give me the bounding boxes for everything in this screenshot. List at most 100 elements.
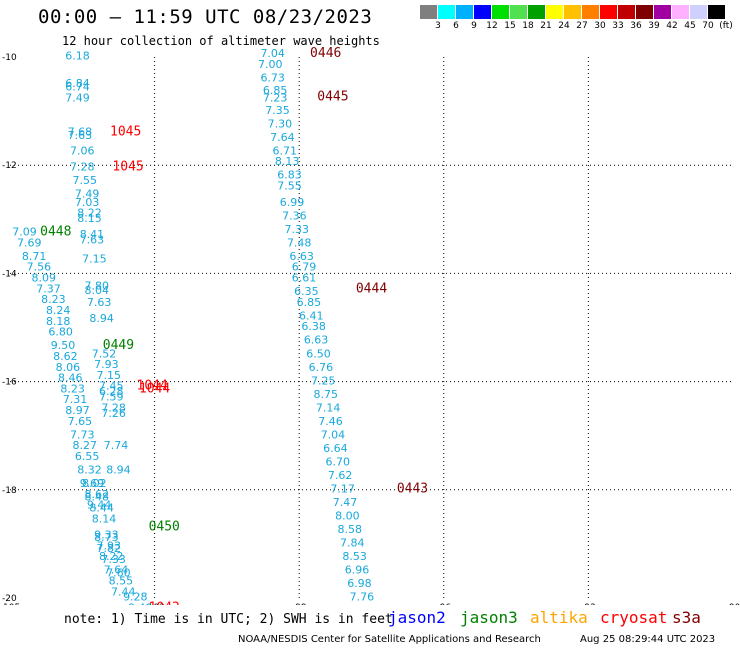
colorbar-swatch: [636, 5, 653, 19]
wave-height-value: 7.17: [330, 483, 355, 496]
wave-height-value: 7.35: [265, 104, 290, 117]
colorbar-swatch: [654, 5, 671, 19]
pass-time-label: 0445: [317, 89, 348, 104]
colorbar-label: 27: [576, 21, 588, 31]
wave-height-value: 7.33: [285, 223, 310, 236]
wave-height-value: 7.06: [70, 144, 95, 157]
colorbar-swatch: [672, 5, 689, 19]
colorbar-label: (ft): [719, 21, 733, 31]
chart-title: 00:00 – 11:59 UTC 08/23/2023: [38, 6, 373, 28]
wave-height-value: 8.44: [89, 501, 114, 514]
footer-note: note: 1) Time is in UTC; 2) SWH is in fe…: [64, 612, 393, 627]
colorbar-swatch: [600, 5, 617, 19]
wave-height-value: 7.84: [340, 537, 365, 550]
wave-height-value: 6.63: [304, 334, 329, 347]
colorbar-swatch: [708, 5, 725, 19]
wave-height-value: 6.73: [260, 71, 285, 84]
colorbar-swatch: [528, 5, 545, 19]
pass-time-label: 0444: [356, 281, 387, 296]
wave-height-value: 8.62: [53, 350, 78, 363]
wave-height-value: 8.22: [99, 550, 124, 563]
wave-height-value: 7.76: [350, 591, 375, 604]
wave-height-value: 7.33: [101, 553, 126, 566]
wave-height-value: 7.28: [101, 401, 126, 414]
wave-height-value: 6.80: [48, 326, 73, 339]
wave-height-value: 9.28: [123, 591, 148, 604]
wave-height-value: 7.65: [68, 415, 93, 428]
wave-height-value: 8.46: [58, 372, 83, 385]
satellite-legend-s3a: s3a: [672, 608, 701, 627]
wave-height-value: 7.63: [80, 234, 105, 247]
colorbar-swatch: [546, 5, 563, 19]
y-tick-label: -14: [2, 269, 17, 279]
generated-timestamp: Aug 25 08:29:44 UTC 2023: [580, 634, 716, 645]
wave-height-value: 7.55: [72, 174, 97, 187]
wave-height-value: 8.73: [94, 531, 119, 544]
colorbar-swatch: [690, 5, 707, 19]
pass-time-label: 0443: [397, 482, 428, 497]
wave-height-value: 7.30: [268, 117, 293, 130]
wave-height-value: 7.14: [316, 401, 341, 414]
wave-height-value: 7.56: [27, 261, 52, 274]
wave-height-value: 7.63: [87, 296, 112, 309]
colorbar-swatch: [456, 5, 473, 19]
wave-height-value: 7.59: [99, 391, 124, 404]
wave-height-value: 6.76: [309, 361, 334, 374]
wave-height-value: 8.97: [65, 404, 90, 417]
wave-height-value: 8.55: [109, 574, 134, 587]
wave-height-value: 7.73: [70, 428, 95, 441]
wave-height-value: 9.50: [51, 339, 76, 352]
wave-height-value: 7.23: [263, 91, 288, 104]
wave-height-value: 8.75: [313, 388, 338, 401]
wave-height-value: 7.46: [318, 415, 343, 428]
wave-height-value: 7.93: [97, 539, 122, 552]
wave-height-value: 6.83: [277, 169, 302, 182]
wave-height-value: 9.33: [94, 528, 119, 541]
pass-time-label: 0448: [40, 225, 71, 240]
colorbar-label: 9: [471, 21, 477, 31]
pass-time-label: 1045: [112, 160, 143, 175]
wave-height-value: 8.06: [56, 361, 81, 374]
wave-height-value: 8.18: [46, 315, 71, 328]
colorbar-label: 70: [702, 21, 714, 31]
wave-height-value: 7.00: [258, 58, 283, 71]
colorbar-swatch: [438, 5, 455, 19]
wave-height-value: 6.50: [306, 347, 331, 360]
chart-plot: -105 -102 -99 -96 -93 -90 -10 -12 -14 -16 -18 -20 6.…: [0, 46, 740, 605]
wave-height-value: 7.63: [68, 129, 93, 142]
chart-subtitle: 12 hour collection of altimeter wave hei…: [62, 34, 380, 48]
wave-height-value: 8.22: [77, 207, 102, 220]
wave-height-value: 6.74: [65, 81, 90, 94]
wave-height-value: 8.09: [31, 272, 56, 285]
wave-height-value: 7.04: [260, 47, 285, 60]
wave-height-value: 7.64: [104, 564, 129, 577]
wave-height-value: 8.04: [85, 284, 110, 297]
wave-height-value: 6.79: [292, 261, 317, 274]
wave-height-value: 6.64: [323, 442, 348, 455]
colorbar-label: 24: [558, 21, 570, 31]
colorbar-label: 45: [684, 21, 696, 31]
wave-height-value: 8.00: [335, 510, 360, 523]
satellite-legend-jason3: jason3: [460, 608, 518, 627]
wave-height-value: 7.45: [99, 380, 124, 393]
wave-height-value: 6.96: [345, 564, 370, 577]
wave-height-value: 7.49: [65, 91, 90, 104]
pass-time-label: 1044: [139, 381, 170, 396]
wave-height-value: 6.70: [326, 455, 351, 468]
wave-height-value: 7.15: [97, 369, 122, 382]
colorbar-swatch: [510, 5, 527, 19]
colorbar-label: 3: [435, 21, 441, 31]
wave-height-value: 7.64: [270, 131, 295, 144]
wave-height-value: 7.04: [321, 428, 346, 441]
y-tick-label: -20: [2, 594, 17, 604]
wave-height-value: 7.28: [70, 161, 95, 174]
pass-time-label: 1045: [110, 124, 141, 139]
wave-height-value: 8.62: [85, 488, 110, 501]
colorbar-label: 39: [648, 21, 660, 31]
wave-height-value: 8.94: [89, 312, 114, 325]
y-tick-label: -16: [2, 378, 17, 388]
wave-height-value: 8.23: [60, 382, 85, 395]
x-tick-label: -105: [0, 603, 20, 605]
y-tick-label: -12: [2, 161, 17, 171]
wave-height-value: 6.41: [299, 309, 324, 322]
